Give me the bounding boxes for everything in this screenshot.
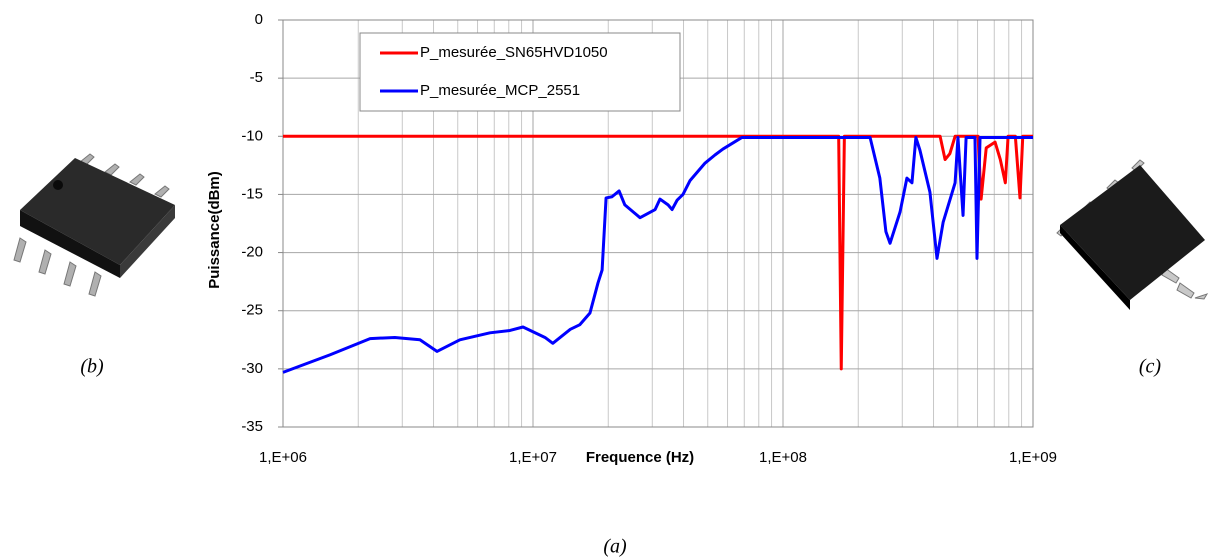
y-tick-label: -5 [250, 69, 263, 86]
subfigure-label: (b) [80, 356, 104, 378]
y-axis-title: Puissance(dBm) [206, 171, 223, 289]
x-tick-label: 1,E+09 [1009, 449, 1057, 466]
y-tick-label: -20 [241, 244, 263, 261]
series-line [282, 135, 1033, 374]
y-tick-label: -25 [241, 302, 263, 319]
y-tick-label: -15 [241, 185, 263, 202]
subfigure-label: (c) [1139, 356, 1162, 378]
y-tick-label: -30 [241, 360, 263, 377]
subfigure-label: (a) [603, 536, 627, 558]
y-tick-label: 0 [255, 11, 263, 28]
x-tick-label: 1,E+07 [509, 449, 557, 466]
x-tick-label: 1,E+08 [759, 449, 807, 466]
legend-label: P_mesurée_SN65HVD1050 [420, 44, 608, 61]
y-tick-label: -35 [241, 418, 263, 435]
x-axis-title: Frequence (Hz) [586, 449, 694, 466]
chip-image [13, 153, 175, 297]
x-tick-label: 1,E+06 [259, 449, 307, 466]
chip-image [1056, 159, 1209, 310]
legend-label: P_mesurée_MCP_2551 [420, 82, 580, 99]
plot-border [282, 19, 1034, 428]
plot-area: 0 -5 -10 -15 -20 -25 -30 -35 1,E+06 1,E+07 1,E+08 1… [241, 11, 1057, 466]
legend-box [359, 32, 681, 112]
y-tick-label: -10 [241, 127, 263, 144]
